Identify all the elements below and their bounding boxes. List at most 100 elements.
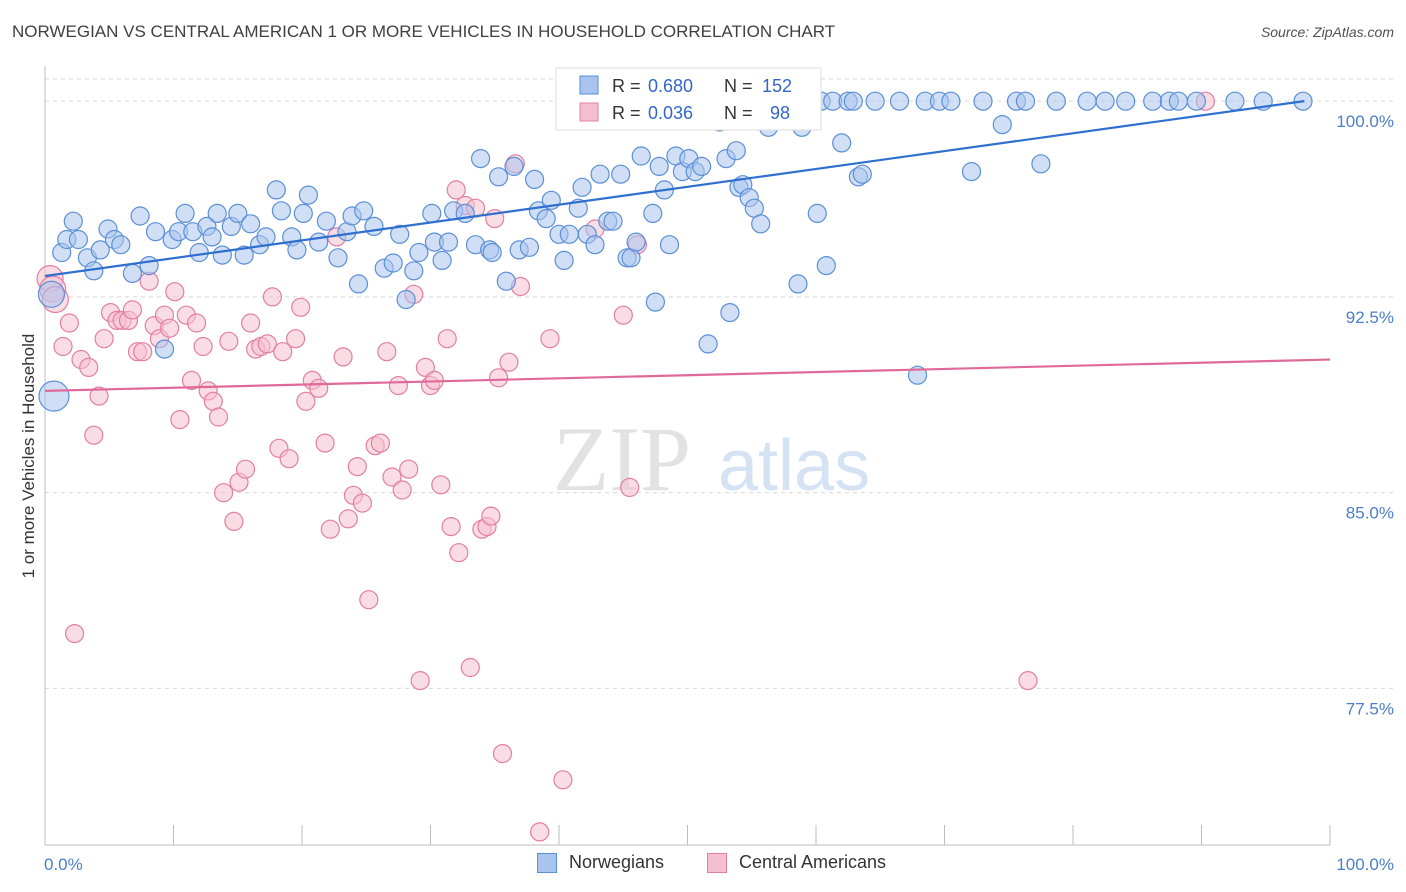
central-americans-point xyxy=(187,313,207,333)
central-americans-point xyxy=(410,670,430,691)
norwegians-point xyxy=(38,380,70,412)
norwegians-point xyxy=(228,203,248,223)
central-americans-point xyxy=(359,590,379,610)
axes xyxy=(44,66,1331,846)
norwegians-point xyxy=(287,240,307,260)
norwegians-point xyxy=(189,242,209,263)
norwegians-point xyxy=(111,235,131,255)
norwegians-point xyxy=(471,149,491,169)
central-americans-point xyxy=(382,467,402,487)
norwegians-point xyxy=(691,156,712,176)
norwegians-point xyxy=(941,91,961,111)
norwegians-point xyxy=(256,227,276,247)
central-americans-point xyxy=(208,407,229,427)
trend-lines xyxy=(44,100,1331,392)
central-americans-point xyxy=(315,433,335,453)
norwegians-point xyxy=(207,203,227,223)
norwegians-point xyxy=(631,146,651,166)
norwegians-point xyxy=(383,253,403,273)
norwegians-point xyxy=(659,235,680,255)
norwegians-point xyxy=(154,339,175,359)
norwegians-point xyxy=(973,91,993,111)
central-americans-point xyxy=(235,459,256,479)
norwegians-point xyxy=(309,232,329,252)
central-americans-label: Central Americans xyxy=(739,852,887,872)
central-americans-point xyxy=(620,477,640,497)
norwegians-point xyxy=(961,162,982,182)
central-americans-point xyxy=(181,370,202,390)
norwegians-point xyxy=(643,203,663,223)
x-tick-label-max: 100.0% xyxy=(1336,855,1394,874)
central-americans-point xyxy=(291,297,311,317)
legend-r-value-1: 0.680 xyxy=(648,76,693,96)
norwegians-point xyxy=(348,274,369,294)
legend-n-label-1: N = xyxy=(724,76,758,96)
central-americans-point xyxy=(377,342,397,362)
norwegians-point xyxy=(645,292,666,312)
central-americans-point xyxy=(214,483,234,503)
norwegians-point xyxy=(409,242,429,263)
central-americans-point xyxy=(437,329,457,349)
norwegians-point xyxy=(212,245,232,265)
chart-title: NORWEGIAN VS CENTRAL AMERICAN 1 OR MORE … xyxy=(12,22,836,41)
norwegians-point xyxy=(832,133,852,153)
central-americans-point xyxy=(59,313,80,333)
central-americans-point xyxy=(193,336,213,357)
y-tick-label: 85.0% xyxy=(1346,504,1394,523)
central-americans-point xyxy=(89,386,109,406)
norwegians-point xyxy=(1015,91,1036,111)
central-americans-point xyxy=(79,357,99,377)
norwegians-point xyxy=(1225,91,1245,111)
legend-box xyxy=(555,67,822,131)
central-americans-point xyxy=(170,410,190,430)
norwegians-point xyxy=(1095,91,1115,111)
legend-n-value-2: 98 xyxy=(770,103,790,123)
central-americans-trend-line xyxy=(44,358,1331,392)
norwegians-point xyxy=(504,156,524,176)
norwegians-point xyxy=(404,261,424,281)
central-americans-point xyxy=(257,334,277,354)
central-americans-point xyxy=(320,519,340,539)
norwegians-point xyxy=(559,224,579,244)
norwegians-point xyxy=(266,180,286,200)
norwegians-point xyxy=(889,91,910,111)
y-tick-label: 92.5% xyxy=(1346,308,1394,327)
central-americans-point xyxy=(481,506,501,526)
legend-item-central-americans: Central Americans xyxy=(707,852,886,873)
central-americans-point xyxy=(122,300,142,320)
norwegians-point xyxy=(1077,91,1097,111)
central-americans-point xyxy=(492,743,513,764)
norwegians-points xyxy=(37,91,1313,412)
central-americans-swatch xyxy=(707,852,727,873)
norwegians-point xyxy=(122,263,142,283)
norwegians-point xyxy=(90,240,110,260)
norwegians-point xyxy=(390,224,410,244)
norwegians-point xyxy=(175,203,195,223)
central-americans-point xyxy=(613,305,633,325)
central-americans-point xyxy=(219,331,239,351)
central-americans-point xyxy=(241,313,261,333)
central-americans-point xyxy=(165,282,185,302)
central-americans-point xyxy=(460,657,480,678)
norwegians-point xyxy=(865,91,885,111)
norwegians-point xyxy=(145,222,166,242)
central-americans-point xyxy=(309,378,329,398)
watermark-zip: ZIP xyxy=(553,408,691,510)
norwegians-point xyxy=(63,211,83,231)
norwegians-point xyxy=(843,91,863,111)
central-americans-point xyxy=(279,449,299,469)
central-americans-point xyxy=(530,822,550,842)
central-americans-point xyxy=(133,342,153,362)
norwegians-point xyxy=(455,203,475,223)
legend-swatch-central-americans xyxy=(579,102,599,122)
norwegians-point xyxy=(1116,91,1136,111)
y-axis-title: 1 or more Vehicles in Household xyxy=(19,334,38,579)
norwegians-point xyxy=(519,237,540,257)
norwegians-point xyxy=(1168,91,1189,111)
norwegians-point xyxy=(271,201,291,221)
norwegians-point xyxy=(816,256,836,276)
norwegians-point xyxy=(726,141,746,161)
legend-r-value-2: 0.036 xyxy=(648,103,693,123)
legend-n-value-1: 152 xyxy=(762,76,792,96)
norwegians-point xyxy=(68,229,89,250)
